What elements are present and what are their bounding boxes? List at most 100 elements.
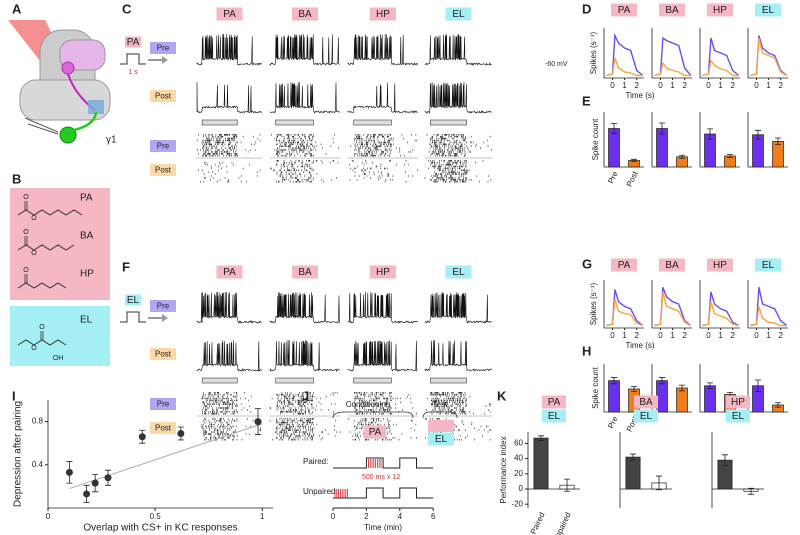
x-tick-label: 0 (754, 81, 759, 90)
error-bar (707, 382, 713, 390)
odor-header-box (445, 265, 472, 279)
chart-title-box (611, 258, 637, 272)
error-bar (611, 122, 617, 135)
voltage-trace (196, 340, 262, 372)
voltage-trace (196, 81, 263, 114)
line (702, 58, 739, 77)
panel-label: I (12, 388, 16, 403)
odor-bar (430, 377, 467, 384)
error-bar (564, 478, 570, 492)
arrow-head (162, 314, 168, 322)
voltage-trace (347, 82, 418, 114)
condition-label: Post (155, 350, 172, 359)
cs-label-box (364, 425, 386, 439)
raster (270, 160, 339, 183)
odor-header: PA (223, 9, 236, 20)
raster (200, 418, 261, 441)
line (654, 61, 691, 77)
chart-title: BA (665, 5, 679, 16)
line (750, 306, 787, 327)
atom-label: OH (53, 355, 64, 362)
y-tick-label: 40 (514, 454, 523, 463)
condition-label: Pre (157, 142, 170, 151)
odor-bar (201, 377, 238, 384)
chart-title: EL (762, 5, 775, 16)
odor-header-box (216, 7, 243, 21)
el-box (10, 306, 110, 366)
phase-label: Test (433, 400, 448, 409)
phase-label: Conditioning (346, 400, 390, 409)
line (654, 286, 692, 327)
bar (752, 134, 764, 168)
electrode (24, 117, 59, 135)
raster (269, 392, 338, 415)
raster (426, 134, 492, 157)
odor-bar (275, 377, 314, 384)
voltage-trace (269, 292, 340, 324)
condition-box (150, 140, 176, 152)
x-tick-label: 1 (622, 81, 627, 90)
x-tick-label: 0 (658, 81, 663, 90)
error-bar (611, 377, 617, 385)
panel-label: B (12, 171, 21, 186)
panel-label: C (122, 1, 132, 16)
line (606, 289, 644, 327)
chart-subtitle: EL (640, 411, 653, 422)
raster (201, 392, 252, 415)
y-axis-label: Spikes (s⁻¹) (589, 31, 598, 74)
bar (533, 437, 549, 490)
molecule-bond (17, 244, 75, 251)
lobe (19, 79, 111, 121)
voltage-trace (196, 291, 262, 324)
y-axis-label: Spikes (s⁻¹) (589, 282, 598, 325)
error-bar (679, 154, 685, 159)
x-tick-label: 0 (706, 81, 711, 90)
molecule-bond (17, 209, 83, 216)
condition-box (150, 398, 176, 410)
stimulus-step (120, 53, 146, 65)
axis (651, 28, 692, 79)
error-bar (631, 386, 637, 392)
chart-title: EL (762, 260, 775, 271)
point (254, 418, 262, 426)
axis (651, 280, 692, 329)
molecule-bond (24, 236, 28, 245)
voltage-trace (347, 34, 418, 66)
voltage-trace (196, 33, 263, 67)
condition-label: Post (155, 166, 172, 175)
line (606, 298, 644, 327)
voltage-label: -60 mV (545, 61, 568, 68)
shock-train (368, 459, 382, 468)
odor-header-box (370, 265, 396, 279)
chart-subtitle-box (634, 409, 658, 423)
odor-header: PA (223, 267, 236, 278)
error-bar (755, 379, 761, 392)
line (606, 32, 644, 77)
time-tick-label: 6 (431, 512, 436, 521)
condition-box (150, 90, 176, 102)
x-axis-label: Time (s) (625, 91, 654, 100)
line (606, 57, 643, 77)
x-tick-label: Pre (606, 169, 620, 185)
condition-box (150, 348, 176, 360)
bar (704, 385, 716, 413)
condition-label: Pre (157, 44, 170, 53)
odor-header-box (292, 265, 318, 279)
molecule-bond (17, 282, 67, 289)
line (750, 287, 788, 327)
condition-label: Pre (157, 400, 170, 409)
cs-label: EL (435, 434, 448, 445)
chart-title: HP (713, 260, 727, 271)
chart-title-box (659, 258, 685, 272)
x-tick-label: 0 (46, 512, 51, 521)
odor-bar (430, 119, 467, 126)
protocol-trace (333, 457, 434, 469)
x-tick-label: 0 (610, 81, 615, 90)
panel-label: A (12, 1, 22, 16)
axis (699, 28, 740, 79)
chart-title: BA (639, 397, 653, 408)
chart-title-box (659, 3, 685, 17)
error-bar (775, 402, 781, 408)
brace (332, 411, 414, 419)
